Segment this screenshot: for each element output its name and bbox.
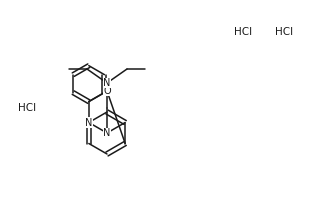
Text: HCl: HCl <box>275 27 293 37</box>
Text: N: N <box>103 128 111 138</box>
Text: N: N <box>85 118 93 127</box>
Text: N: N <box>103 78 111 88</box>
Text: HCl: HCl <box>234 27 252 37</box>
Text: HCl: HCl <box>18 103 36 113</box>
Text: O: O <box>103 86 111 96</box>
